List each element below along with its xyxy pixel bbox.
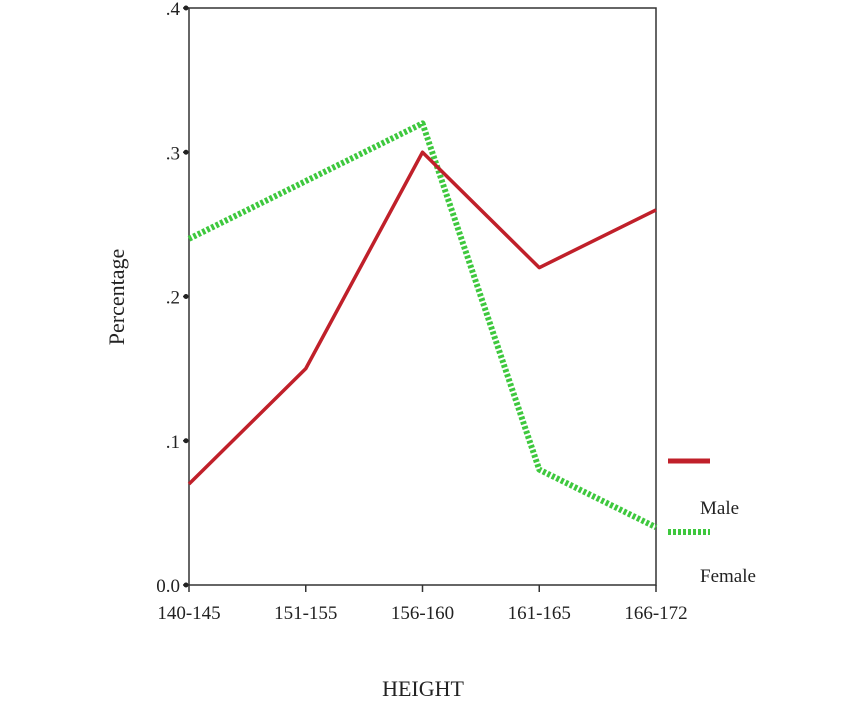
y-tick-label: 0.0: [156, 576, 180, 597]
x-tick-label: 156-160: [391, 603, 454, 624]
series-line-male: [187, 150, 657, 486]
plot-frame: [188, 7, 657, 586]
y-tick-dot: [183, 149, 189, 155]
y-tick-label: .3: [166, 143, 180, 164]
y-tick-dot: [183, 294, 189, 299]
series-layer: [187, 120, 658, 530]
x-tick-label: 140-145: [157, 603, 220, 624]
y-tick-dot: [183, 438, 189, 444]
y-tick-label: .1: [166, 432, 180, 453]
legend-label-male: Male: [700, 498, 739, 519]
legend-label-female: Female: [700, 566, 756, 587]
y-tick-dot: [183, 5, 189, 11]
series-line-female: [187, 120, 658, 530]
y-tick-label: .4: [166, 0, 181, 20]
y-axis-title: Percentage: [104, 249, 129, 346]
legend: Male Female: [668, 458, 756, 587]
x-axis-title: HEIGHT: [382, 676, 464, 701]
x-axis: 140-145 151-155 156-160 161-165 166-172: [157, 585, 688, 624]
y-tick-label: .2: [166, 288, 180, 309]
x-tick-label: 161-165: [508, 603, 571, 624]
y-axis: 0.0 .1 .2 .3 .4: [156, 0, 189, 597]
y-tick-dot: [183, 582, 189, 588]
x-tick-label: 151-155: [274, 603, 337, 624]
x-tick-label: 166-172: [624, 603, 687, 624]
